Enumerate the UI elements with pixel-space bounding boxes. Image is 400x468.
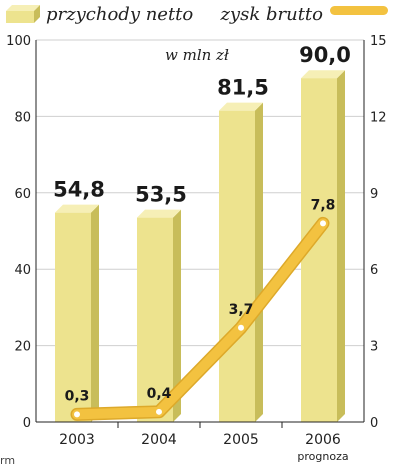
profit-value-label: 3,7 — [229, 302, 254, 318]
profit-value-label: 0,4 — [147, 386, 172, 402]
bar-top — [55, 204, 99, 213]
x-tick-note: prognoza — [297, 450, 348, 463]
y-right-tick-label: 12 — [370, 110, 387, 125]
bar — [301, 70, 345, 422]
y-left-tick-label: 0 — [23, 416, 31, 431]
y-right-tick-label: 3 — [370, 340, 378, 355]
y-right-tick-label: 15 — [370, 34, 387, 49]
profit-line — [72, 218, 328, 420]
y-left-tick-label: 20 — [14, 340, 31, 355]
line-series — [70, 216, 330, 421]
bar — [55, 204, 99, 422]
x-tick-label: 2003 — [59, 432, 95, 448]
legend-line-swatch — [330, 6, 388, 15]
bar-value-label: 81,5 — [217, 76, 269, 100]
bar-side — [255, 102, 263, 423]
bar-front — [137, 217, 173, 422]
bar-value-label: 53,5 — [135, 183, 187, 207]
data-labels: 54,8 53,5 81,5 90,0 0,3 0,4 3,7 7,8 — [53, 43, 351, 404]
profit-point — [74, 411, 80, 418]
unit-label: w mln zł — [165, 46, 229, 64]
bar — [219, 102, 263, 423]
axes: 0 20 40 60 80 100 0 3 6 9 12 15 2003 2004 2005 2006 prog… — [6, 34, 386, 463]
swatch-top — [6, 5, 40, 11]
bar-front — [55, 212, 91, 422]
profit-value-label: 7,8 — [311, 197, 336, 213]
y-right-tick-label: 9 — [370, 187, 378, 202]
bar-value-label: 54,8 — [53, 178, 105, 202]
y-right-tick-label: 6 — [370, 263, 378, 278]
swatch-front — [6, 11, 34, 23]
bar-front — [219, 110, 255, 423]
legend-label-revenue: przychody netto — [46, 4, 193, 25]
legend: przychody netto zysk brutto — [6, 4, 388, 25]
y-left-tick-label: 80 — [14, 110, 31, 125]
profit-point — [238, 324, 244, 331]
bar-value-label: 90,0 — [299, 43, 351, 67]
x-tick-label: 2004 — [141, 432, 177, 448]
bar-top — [219, 102, 263, 111]
bar — [137, 209, 181, 422]
bar-top — [301, 70, 345, 79]
x-tick-label: 2005 — [223, 432, 259, 448]
source-label: rm — [0, 454, 15, 467]
x-tick-label: 2006 — [305, 432, 341, 448]
bars — [55, 70, 345, 423]
y-left-tick-label: 100 — [6, 34, 31, 49]
bar-top — [137, 209, 181, 218]
y-right-tick-label: 0 — [370, 416, 378, 431]
bar-side — [337, 70, 345, 422]
y-left-tick-label: 40 — [14, 263, 31, 278]
profit-point — [156, 408, 162, 415]
profit-point — [320, 220, 326, 227]
bar-side — [91, 204, 99, 422]
profit-value-label: 0,3 — [65, 388, 90, 404]
bar-side — [173, 209, 181, 422]
y-left-tick-label: 60 — [14, 187, 31, 202]
swatch-side — [34, 5, 40, 23]
legend-bar-swatch — [6, 5, 40, 23]
legend-label-profit: zysk brutto — [219, 4, 323, 25]
profit-line-outline — [70, 216, 330, 421]
